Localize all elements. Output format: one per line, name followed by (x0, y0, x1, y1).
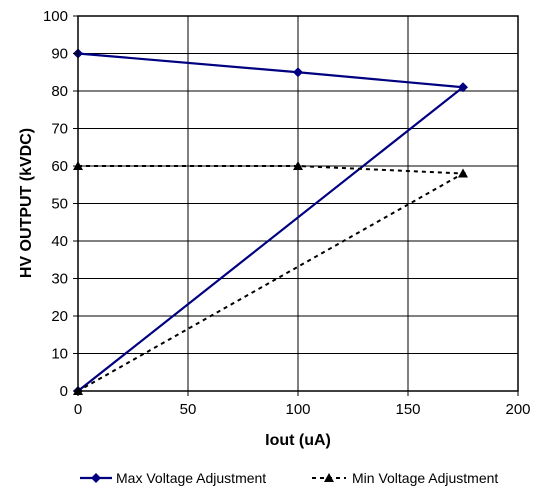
legend-marker (91, 473, 101, 483)
series-line (77, 52, 466, 392)
legend-marker (324, 473, 334, 482)
y-tick-label: 30 (51, 271, 68, 288)
x-tick-labels: 0 50 100 150 200 (74, 391, 531, 418)
y-tick-label: 80 (51, 83, 68, 100)
y-tick-label: 40 (51, 233, 68, 250)
data-point (293, 67, 303, 78)
y-tick-label: 100 (43, 8, 68, 25)
y-axis-title: HV OUTPUT (kVDC) (18, 128, 35, 278)
data-point (458, 82, 468, 93)
y-tick-labels: 0 10 20 30 40 50 60 70 80 90 100 (43, 8, 78, 400)
data-point (458, 168, 468, 178)
series-layer (73, 48, 468, 396)
y-tick-label: 0 (60, 383, 68, 400)
x-tick-label: 50 (180, 401, 197, 418)
x-tick-label: 0 (74, 401, 82, 418)
x-tick-label: 150 (395, 401, 420, 418)
y-tick-label: 60 (51, 158, 68, 175)
y-tick-label: 90 (51, 46, 68, 63)
x-tick-label: 200 (505, 401, 530, 418)
x-tick-label: 100 (285, 401, 310, 418)
y-tick-label: 20 (51, 308, 68, 325)
x-axis-title: Iout (uA) (265, 432, 331, 449)
data-point (293, 161, 303, 170)
y-tick-label: 50 (51, 196, 68, 213)
legend: Max Voltage Adjustment Min Voltage Adjust… (80, 470, 498, 486)
y-tick-label: 10 (51, 346, 68, 363)
legend-label: Min Voltage Adjustment (352, 470, 498, 486)
y-tick-label: 70 (51, 121, 68, 138)
legend-label: Max Voltage Adjustment (116, 470, 266, 486)
